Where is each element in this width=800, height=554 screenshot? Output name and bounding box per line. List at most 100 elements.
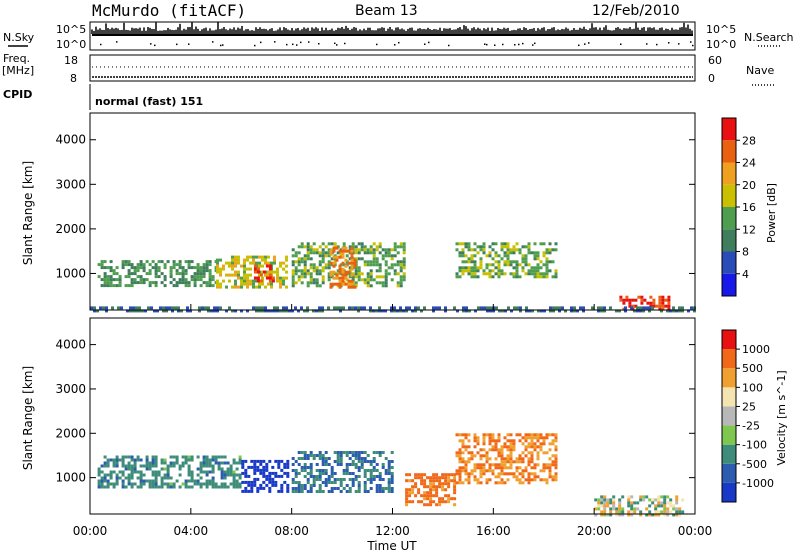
velocity-cell bbox=[548, 433, 552, 437]
velocity-cell bbox=[420, 494, 424, 498]
power-cell bbox=[130, 266, 134, 270]
power-cell bbox=[350, 249, 354, 253]
power-cell bbox=[190, 275, 194, 279]
velocity-cell bbox=[97, 485, 101, 489]
power-cell bbox=[615, 309, 618, 313]
velocity-cell bbox=[265, 468, 269, 472]
power-cell bbox=[127, 284, 131, 288]
velocity-cell bbox=[103, 473, 107, 477]
power-cell bbox=[264, 261, 267, 265]
velocity-cell bbox=[551, 475, 555, 479]
power-cell bbox=[525, 309, 528, 313]
power-cell bbox=[488, 251, 492, 255]
velocity-cell bbox=[336, 487, 340, 490]
power-cell bbox=[536, 263, 540, 267]
power-cell bbox=[127, 272, 131, 276]
power-cell bbox=[372, 257, 376, 261]
power-cell bbox=[240, 279, 243, 283]
power-cell bbox=[527, 248, 531, 252]
power-colorbar-swatch bbox=[722, 184, 736, 207]
power-cell bbox=[347, 270, 351, 274]
velocity-cell bbox=[654, 510, 658, 514]
velocity-cell bbox=[339, 481, 343, 484]
power-cell bbox=[387, 266, 391, 270]
velocity-cell bbox=[115, 455, 119, 459]
power-cell bbox=[318, 272, 322, 276]
power-cell bbox=[315, 309, 318, 313]
velocity-cell bbox=[444, 488, 448, 492]
power-cell bbox=[249, 255, 252, 259]
power-cell bbox=[225, 309, 228, 313]
velocity-cell bbox=[447, 482, 451, 486]
velocity-cell bbox=[627, 510, 631, 514]
velocity-cell bbox=[663, 501, 667, 505]
velocity-cell bbox=[506, 466, 510, 470]
velocity-cell bbox=[127, 461, 131, 465]
power-cell bbox=[225, 261, 228, 265]
power-cell bbox=[628, 301, 632, 305]
velocity-cell bbox=[309, 490, 313, 493]
velocity-cell bbox=[494, 481, 498, 485]
power-cell bbox=[488, 275, 492, 279]
power-cell bbox=[163, 263, 167, 267]
power-cell bbox=[297, 263, 301, 267]
power-cell bbox=[643, 298, 647, 302]
power-cell bbox=[312, 281, 316, 285]
power-cell bbox=[324, 251, 328, 255]
power-cell bbox=[145, 278, 149, 282]
velocity-cell bbox=[151, 482, 155, 486]
velocity-cell bbox=[482, 439, 486, 443]
velocity-cell bbox=[618, 507, 622, 511]
power-cell bbox=[157, 269, 161, 273]
velocity-cell bbox=[136, 485, 140, 489]
power-cell bbox=[341, 249, 345, 253]
power-cell bbox=[261, 306, 264, 310]
power-cell bbox=[396, 272, 400, 276]
velocity-cell bbox=[464, 445, 468, 449]
power-cell bbox=[363, 263, 367, 267]
velocity-cell bbox=[291, 469, 295, 472]
power-cell bbox=[375, 281, 379, 285]
power-cell bbox=[169, 266, 173, 270]
velocity-cell bbox=[112, 464, 116, 468]
velocity-cell bbox=[342, 472, 346, 475]
velocity-cell bbox=[381, 451, 385, 454]
velocity-cell bbox=[648, 498, 652, 502]
power-cell bbox=[243, 270, 246, 274]
power-cell bbox=[462, 309, 465, 313]
power-cell bbox=[479, 263, 483, 267]
velocity-cell bbox=[318, 472, 322, 475]
power-cell bbox=[139, 263, 143, 267]
power-cell bbox=[255, 279, 258, 283]
time-xtick-label: 16:00 bbox=[476, 524, 511, 538]
velocity-cell bbox=[151, 473, 155, 477]
power-cell bbox=[366, 248, 370, 252]
power-cell bbox=[264, 273, 267, 277]
power-cell bbox=[282, 267, 285, 271]
power-cell bbox=[321, 260, 325, 264]
velocity-cell bbox=[318, 487, 322, 490]
velocity-cell bbox=[464, 436, 468, 440]
power-cell bbox=[619, 298, 623, 302]
velocity-cell bbox=[536, 433, 540, 437]
power-cell bbox=[329, 282, 333, 286]
velocity-cell bbox=[360, 460, 364, 463]
velocity-cell bbox=[363, 490, 367, 493]
power-cell bbox=[476, 266, 480, 270]
power-cell bbox=[628, 298, 632, 302]
cpid-label: CPID bbox=[3, 88, 33, 101]
power-cell bbox=[390, 266, 394, 270]
power-cell bbox=[160, 260, 164, 264]
velocity-cell bbox=[663, 510, 667, 514]
power-cell bbox=[524, 263, 528, 267]
velocity-cell bbox=[187, 455, 191, 459]
power-cell bbox=[353, 261, 357, 265]
velocity-cell bbox=[286, 459, 290, 463]
power-cell bbox=[309, 272, 313, 276]
velocity-cell bbox=[220, 455, 224, 459]
power-cell bbox=[515, 266, 519, 270]
power-cell bbox=[124, 275, 128, 279]
power-cell bbox=[261, 264, 264, 268]
power-cell bbox=[196, 275, 200, 279]
velocity-cell bbox=[294, 487, 298, 490]
